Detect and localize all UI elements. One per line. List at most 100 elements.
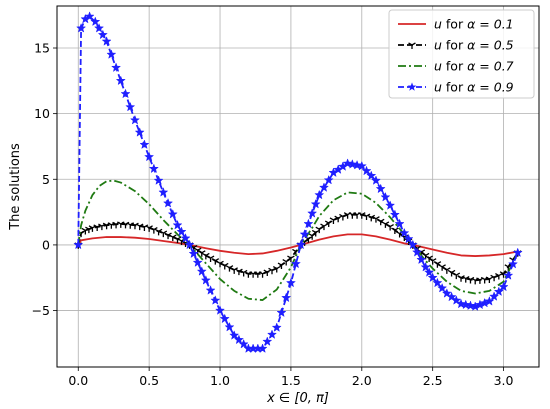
data-point: [282, 258, 290, 266]
data-point: [150, 227, 158, 234]
data-point: [84, 11, 95, 21]
data-point: [308, 233, 316, 240]
data-point: [197, 250, 206, 257]
data-point: [425, 255, 433, 263]
data-point: [134, 127, 145, 137]
series-group: [73, 11, 523, 353]
data-point: [455, 298, 467, 309]
legend-entry: u for α = 0.9: [398, 80, 514, 95]
x-tick-label: 0.5: [139, 373, 159, 388]
data-point: [233, 334, 244, 345]
series-4: [73, 11, 523, 353]
data-point: [389, 209, 400, 220]
data-point: [94, 23, 105, 33]
data-point: [106, 49, 117, 59]
data-point: [407, 239, 418, 250]
data-point: [176, 226, 187, 237]
data-point: [125, 101, 136, 112]
data-point: [495, 272, 503, 280]
legend-label: u for α = 0.7: [434, 59, 514, 74]
y-tick-label: 15: [34, 41, 50, 56]
data-point: [153, 175, 164, 185]
x-tick-label: 1.5: [281, 373, 301, 388]
x-axis-label: x ∈ [0, π]: [266, 391, 329, 406]
data-point: [460, 299, 471, 310]
data-point: [159, 230, 168, 238]
data-point: [485, 276, 494, 284]
data-point: [290, 258, 301, 269]
legend-box: [388, 9, 535, 99]
data-point: [111, 62, 122, 72]
data-point: [206, 255, 215, 263]
data-point: [211, 258, 220, 265]
data-point: [238, 338, 249, 349]
data-point: [162, 198, 174, 208]
x-tick-label: 2.0: [352, 373, 372, 388]
data-point: [323, 174, 334, 185]
data-point: [168, 234, 177, 242]
data-point: [447, 269, 456, 277]
data-point: [158, 187, 169, 197]
data-point: [376, 218, 385, 226]
y-tick-label: 0: [42, 237, 50, 252]
data-point: [503, 270, 514, 280]
data-point: [90, 16, 101, 27]
data-point: [452, 272, 461, 280]
data-point: [489, 291, 500, 301]
data-point: [303, 218, 314, 229]
data-point: [262, 336, 273, 346]
data-point: [276, 307, 287, 318]
data-point: [315, 226, 324, 234]
data-point: [394, 218, 405, 229]
data-point: [375, 183, 386, 194]
data-point: [172, 219, 183, 230]
data-point: [381, 221, 390, 228]
data-point: [347, 159, 358, 169]
x-tick-label: 2.5: [423, 373, 443, 388]
data-point: [493, 286, 504, 297]
data-point: [499, 271, 508, 278]
data-point: [139, 139, 150, 150]
data-point: [192, 257, 203, 267]
data-point: [73, 239, 84, 250]
data-point: [257, 343, 268, 353]
data-point: [311, 229, 320, 237]
series-line: [77, 233, 518, 257]
data-point: [432, 277, 443, 288]
data-point: [154, 228, 163, 236]
data-point: [184, 239, 195, 250]
data-point: [416, 254, 427, 265]
data-point: [428, 258, 437, 265]
data-point: [372, 216, 380, 223]
data-point: [129, 114, 141, 125]
series-line: [77, 179, 519, 301]
legend-marker: [407, 82, 417, 91]
data-point: [314, 189, 325, 200]
series-line: [77, 213, 519, 282]
data-point: [498, 281, 509, 292]
data-point: [295, 239, 306, 250]
plot-frame: [56, 5, 540, 368]
legend-marker: [408, 42, 416, 49]
data-point: [205, 285, 216, 295]
data-point: [93, 224, 101, 231]
data-point: [145, 225, 153, 232]
data-point: [320, 223, 328, 231]
y-tick-label: 5: [42, 172, 50, 187]
data-point: [356, 160, 367, 171]
series-1: [77, 233, 518, 257]
data-point: [263, 269, 272, 277]
data-point: [438, 264, 446, 271]
data-point: [224, 321, 235, 332]
x-tick-label: 1.0: [210, 373, 230, 388]
data-point: [287, 255, 295, 263]
data-point: [380, 191, 391, 202]
series-2: [74, 212, 522, 285]
data-point: [258, 271, 267, 278]
data-point: [507, 258, 519, 269]
data-point: [342, 158, 353, 168]
data-point: [281, 292, 292, 303]
legend-label: u for α = 0.1: [434, 17, 514, 32]
legend: u for α = 0.1 u for α = 0.5 u for α = 0.7 u…: [388, 9, 535, 99]
